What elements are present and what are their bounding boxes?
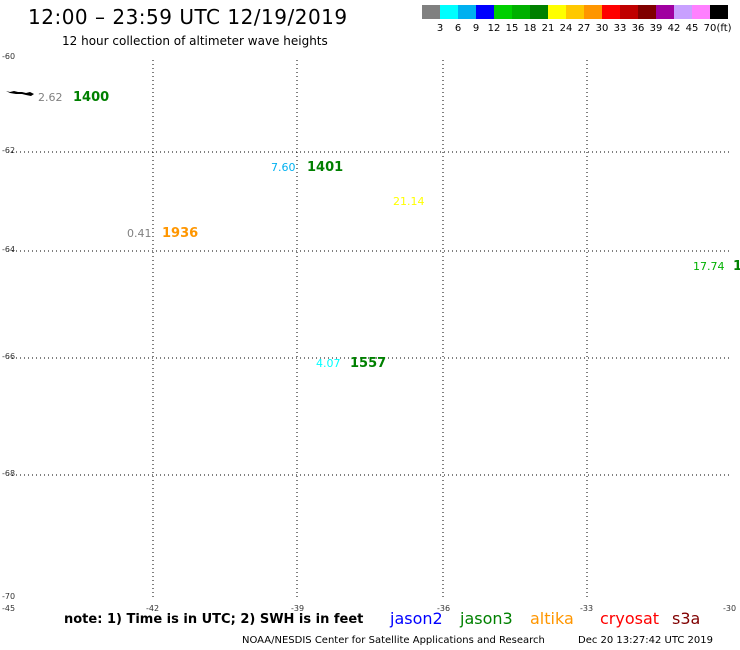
color-swatch [620,5,638,19]
color-scale-label: 45 [685,23,699,34]
color-scale-label: 21 [541,23,555,34]
obs-wave-height: 0.41 [127,227,152,240]
legend-s3a: s3a [672,609,701,628]
color-scale-label: 3 [436,23,444,34]
footer-timestamp: Dec 20 13:27:42 UTC 2019 [578,635,713,646]
obs-pass-id: 1400 [73,90,110,105]
obs-pass-id: 1401 [307,160,344,175]
footer-credit: NOAA/NESDIS Center for Satellite Applica… [242,635,545,646]
color-scale-label: 36 [631,23,645,34]
color-scale-label: 18 [523,23,537,34]
color-swatch [440,5,458,19]
color-scale-label: 70 [703,23,717,34]
y-tick-label: -68 [2,469,16,478]
legend-cryosat: cryosat [600,609,660,628]
page-title: 12:00 – 23:59 UTC 12/19/2019 [28,5,348,29]
color-swatch [656,5,674,19]
x-tick-label: -45 [2,604,16,613]
color-scale-label: 42 [667,23,681,34]
color-scale-label: 9 [472,23,480,34]
obs-pass-id: 1 [733,259,740,274]
color-swatch [530,5,548,19]
obs-wave-height: 17.74 [693,260,725,273]
color-swatch [512,5,530,19]
color-scale-label: 30 [595,23,609,34]
y-tick-label: -60 [2,52,16,61]
color-swatch [710,5,728,19]
x-tick-label: -42 [146,604,160,613]
grid-lines [8,60,732,600]
units-note: note: 1) Time is in UTC; 2) SWH is in fe… [64,612,364,627]
obs-wave-height: 4.07 [316,357,341,370]
x-tick-label: -33 [580,604,594,613]
obs-wave-height: 2.62 [38,91,63,104]
color-swatch [638,5,656,19]
color-scale-label: 27 [577,23,591,34]
color-swatch [494,5,512,19]
color-swatch [602,5,620,19]
obs-wave-height: 21.14 [393,195,425,208]
coastline-fragment [6,91,34,96]
color-scale-unit: (ft) [716,23,732,34]
color-swatch [548,5,566,19]
color-scale-label: 12 [487,23,501,34]
color-swatch [422,5,440,19]
color-scale-label: 33 [613,23,627,34]
legend-jason3: jason3 [460,609,513,628]
x-tick-label: -39 [291,604,305,613]
x-tick-label: -30 [723,604,737,613]
color-swatch [458,5,476,19]
legend-altika: altika [530,609,574,628]
legend-jason2: jason2 [390,609,443,628]
color-swatch [692,5,710,19]
x-tick-label: -36 [437,604,451,613]
page-subtitle: 12 hour collection of altimeter wave hei… [62,34,328,48]
y-tick-label: -70 [2,592,16,601]
color-scale-label: 24 [559,23,573,34]
y-tick-label: -64 [2,245,16,254]
color-swatch [674,5,692,19]
y-tick-label: -66 [2,352,16,361]
color-swatch [566,5,584,19]
y-tick-label: -62 [2,146,16,155]
color-swatch [584,5,602,19]
obs-wave-height: 7.60 [271,161,296,174]
color-scale-label: 39 [649,23,663,34]
color-scale-label: 15 [505,23,519,34]
color-scale-label: 6 [454,23,462,34]
obs-pass-id: 1557 [350,356,387,371]
obs-pass-id: 1936 [162,226,199,241]
color-swatch [476,5,494,19]
